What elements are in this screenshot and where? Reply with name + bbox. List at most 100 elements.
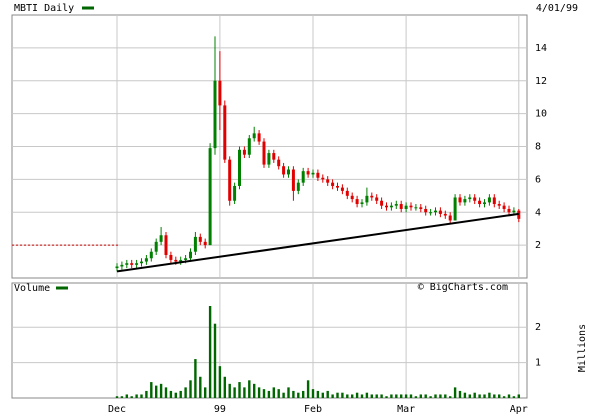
candle-body	[208, 148, 212, 246]
candle-body	[277, 159, 281, 167]
volume-bar	[512, 396, 516, 398]
volume-bar	[502, 396, 506, 398]
candle-body	[385, 205, 388, 208]
y-tick-label: 4	[535, 207, 541, 218]
volume-bar	[125, 394, 128, 398]
candle-body	[419, 207, 423, 209]
volume-bar	[409, 394, 413, 398]
volume-bar	[164, 387, 168, 398]
volume-bar	[404, 394, 408, 398]
candle-body	[238, 149, 241, 186]
volume-bar	[257, 387, 261, 398]
candle-body	[159, 235, 163, 242]
volume-bar	[498, 394, 501, 398]
candle-body	[463, 199, 467, 203]
candle-body	[120, 264, 124, 267]
candle-body	[262, 141, 266, 165]
x-tick-label: Apr	[510, 404, 528, 415]
volume-bar	[355, 392, 359, 398]
volume-bar	[390, 394, 393, 398]
trendline	[116, 212, 519, 273]
volume-bar	[478, 394, 481, 398]
volume-bar	[194, 359, 197, 398]
candle-body	[252, 133, 256, 139]
volume-bar	[228, 383, 231, 398]
candle-body	[350, 195, 354, 200]
x-tick-label: 99	[214, 404, 226, 415]
volume-bar	[306, 380, 310, 398]
candle-body	[193, 236, 197, 252]
volume-title: Volume	[14, 283, 50, 294]
volume-bar	[150, 382, 153, 398]
candle-body	[189, 251, 192, 259]
candle-body	[399, 204, 403, 209]
y-tick-label: 6	[535, 174, 541, 185]
volume-bar	[179, 390, 182, 398]
y-tick-label: 10	[535, 109, 547, 120]
candle-body	[282, 166, 286, 175]
y-tick-label: 2	[535, 240, 541, 251]
candle-body	[336, 185, 339, 188]
volume-bar	[199, 376, 202, 398]
volume-bar	[292, 390, 295, 398]
candle-body	[497, 204, 501, 206]
candle-body	[247, 138, 251, 155]
candle-body	[487, 197, 491, 203]
candle-body	[179, 259, 183, 262]
volume-bar	[444, 394, 447, 398]
candle-body	[203, 241, 207, 246]
volume-bar	[400, 394, 403, 398]
volume-bar	[272, 387, 275, 398]
volume-bar	[316, 390, 320, 398]
volume-bar	[155, 385, 158, 398]
volume-bar	[380, 394, 383, 398]
candle-body	[272, 153, 276, 160]
candle-body	[434, 210, 437, 213]
volume-bar	[434, 394, 437, 398]
candle-body	[135, 263, 139, 265]
x-tick-label: Dec	[108, 404, 126, 415]
candle-body	[130, 263, 134, 265]
candle-body	[144, 258, 148, 262]
candle-body	[414, 207, 418, 209]
candle-body	[242, 149, 246, 155]
volume-bar	[473, 392, 476, 398]
volume-bar	[287, 387, 290, 398]
volume-bar	[297, 392, 300, 398]
volume-bar	[370, 394, 373, 398]
candle-body	[365, 195, 369, 203]
volume-bar	[468, 394, 471, 398]
candle-body	[443, 213, 447, 216]
candle-body	[483, 202, 486, 205]
y-axis-label: Millions	[577, 324, 588, 372]
volume-bar	[414, 396, 418, 398]
y-tick-label: 12	[535, 76, 547, 87]
candle-body	[507, 208, 511, 213]
chart-title: MBTI Daily	[14, 3, 74, 14]
volume-bar	[419, 394, 422, 398]
candle-body	[291, 169, 295, 191]
volume-bar	[463, 392, 467, 398]
volume-bar	[140, 394, 143, 398]
candle-body	[473, 197, 477, 201]
volume-bar	[365, 392, 369, 398]
volume-bar	[159, 383, 163, 398]
volume-bar	[453, 387, 457, 398]
volume-bar	[517, 394, 520, 398]
volume-bar	[248, 380, 251, 398]
candle-body	[404, 205, 408, 209]
candle-body	[502, 205, 506, 209]
volume-bar	[488, 392, 491, 398]
volume-bar	[302, 390, 305, 398]
candle-body	[380, 200, 384, 206]
volume-bar	[135, 394, 138, 398]
volume-bar	[213, 323, 217, 398]
chart-date: 4/01/99	[536, 3, 578, 14]
volume-panel	[11, 282, 528, 399]
candle-body	[218, 80, 222, 106]
candle-body	[370, 195, 374, 198]
candle-body	[478, 200, 482, 205]
candle-body	[311, 172, 315, 175]
volume-bar	[208, 306, 212, 398]
